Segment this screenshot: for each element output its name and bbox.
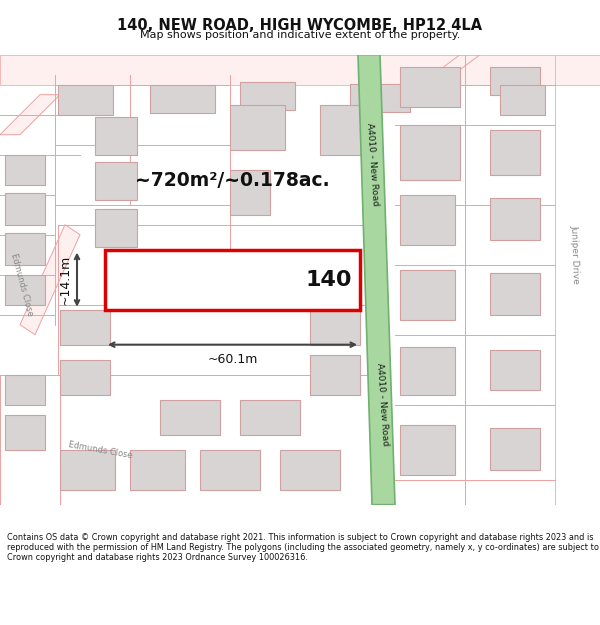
Bar (95, 209, 137, 247)
Bar (320, 104, 365, 154)
Text: Map shows position and indicative extent of the property.: Map shows position and indicative extent… (140, 30, 460, 40)
Text: Edmunds Close: Edmunds Close (9, 253, 35, 317)
Bar (95, 162, 137, 200)
Text: Contains OS data © Crown copyright and database right 2021. This information is : Contains OS data © Crown copyright and d… (7, 532, 599, 562)
Bar (150, 84, 215, 112)
Bar (5, 374, 45, 405)
Bar (490, 129, 540, 174)
Bar (310, 304, 360, 345)
Text: A4010 - New Road: A4010 - New Road (374, 363, 389, 446)
Bar (230, 169, 270, 214)
Text: A4010 - New Road: A4010 - New Road (365, 123, 379, 206)
Bar (490, 350, 540, 390)
Bar (400, 67, 460, 107)
Bar (400, 195, 455, 244)
Text: 140, NEW ROAD, HIGH WYCOMBE, HP12 4LA: 140, NEW ROAD, HIGH WYCOMBE, HP12 4LA (118, 18, 482, 32)
Bar (400, 347, 455, 395)
Bar (160, 400, 220, 435)
Bar (130, 450, 185, 490)
Bar (60, 309, 110, 345)
Bar (58, 84, 113, 115)
Bar (400, 425, 455, 475)
Bar (490, 428, 540, 470)
Polygon shape (358, 54, 395, 505)
Bar (5, 154, 45, 185)
Bar (5, 415, 45, 450)
Bar (5, 275, 45, 304)
Text: Edmunds Close: Edmunds Close (67, 439, 133, 460)
Text: ~60.1m: ~60.1m (208, 352, 257, 366)
Text: Juniper Drive: Juniper Drive (569, 225, 581, 284)
Bar (105, 249, 360, 309)
Polygon shape (0, 54, 600, 84)
Bar (400, 125, 460, 180)
Text: ~720m²/~0.178ac.: ~720m²/~0.178ac. (135, 171, 329, 190)
Bar (310, 355, 360, 395)
Text: ~14.1m: ~14.1m (59, 254, 72, 305)
Bar (5, 192, 45, 224)
Polygon shape (0, 94, 60, 134)
Bar (200, 450, 260, 490)
Bar (230, 104, 285, 149)
Bar (500, 84, 545, 115)
Bar (95, 117, 137, 154)
Bar (240, 82, 295, 110)
Bar (240, 400, 300, 435)
Bar (490, 198, 540, 239)
Polygon shape (20, 224, 80, 335)
Bar (490, 272, 540, 315)
Bar (60, 450, 115, 490)
Text: 140: 140 (305, 270, 352, 290)
Bar (490, 67, 540, 94)
Bar (60, 359, 110, 395)
Bar (230, 255, 285, 299)
Bar (5, 232, 45, 265)
Bar (400, 270, 455, 319)
Bar (350, 84, 410, 112)
Bar (280, 450, 340, 490)
